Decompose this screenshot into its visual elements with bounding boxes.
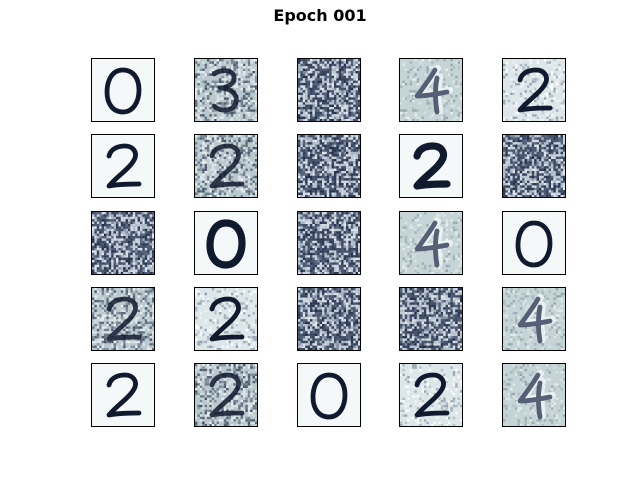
sample-tile — [91, 134, 155, 198]
sample-image — [92, 288, 154, 350]
sample-tile — [194, 134, 258, 198]
sample-tile — [194, 287, 258, 351]
sample-tile — [297, 211, 361, 275]
sample-tile — [399, 287, 463, 351]
sample-tile — [91, 363, 155, 427]
sample-image — [195, 59, 257, 121]
sample-image — [298, 59, 360, 121]
sample-image — [195, 212, 257, 274]
sample-image — [195, 288, 257, 350]
sample-tile — [194, 211, 258, 275]
sample-tile — [194, 363, 258, 427]
sample-image — [503, 135, 565, 197]
sample-image — [400, 212, 462, 274]
sample-image — [92, 59, 154, 121]
figure-title: Epoch 001 — [273, 6, 367, 25]
sample-image — [92, 364, 154, 426]
sample-tile — [502, 58, 566, 122]
sample-image — [503, 288, 565, 350]
sample-image — [400, 364, 462, 426]
sample-image — [400, 288, 462, 350]
sample-tile — [297, 363, 361, 427]
sample-image — [503, 59, 565, 121]
sample-tile — [91, 58, 155, 122]
sample-tile — [399, 134, 463, 198]
sample-image — [195, 364, 257, 426]
sample-tile — [502, 211, 566, 275]
sample-image — [298, 364, 360, 426]
sample-image — [298, 288, 360, 350]
sample-image — [92, 212, 154, 274]
sample-tile — [502, 363, 566, 427]
sample-tile — [502, 287, 566, 351]
sample-tile — [297, 287, 361, 351]
sample-image — [503, 212, 565, 274]
sample-tile — [399, 211, 463, 275]
sample-tile — [91, 211, 155, 275]
sample-tile — [91, 287, 155, 351]
sample-image — [400, 59, 462, 121]
sample-tile — [297, 134, 361, 198]
sample-image — [92, 135, 154, 197]
sample-tile — [297, 58, 361, 122]
sample-tile — [399, 58, 463, 122]
sample-tile — [399, 363, 463, 427]
sample-image — [400, 135, 462, 197]
sample-image — [298, 135, 360, 197]
sample-image — [195, 135, 257, 197]
sample-image — [298, 212, 360, 274]
sample-image — [503, 364, 565, 426]
sample-tile — [502, 134, 566, 198]
sample-tile — [194, 58, 258, 122]
